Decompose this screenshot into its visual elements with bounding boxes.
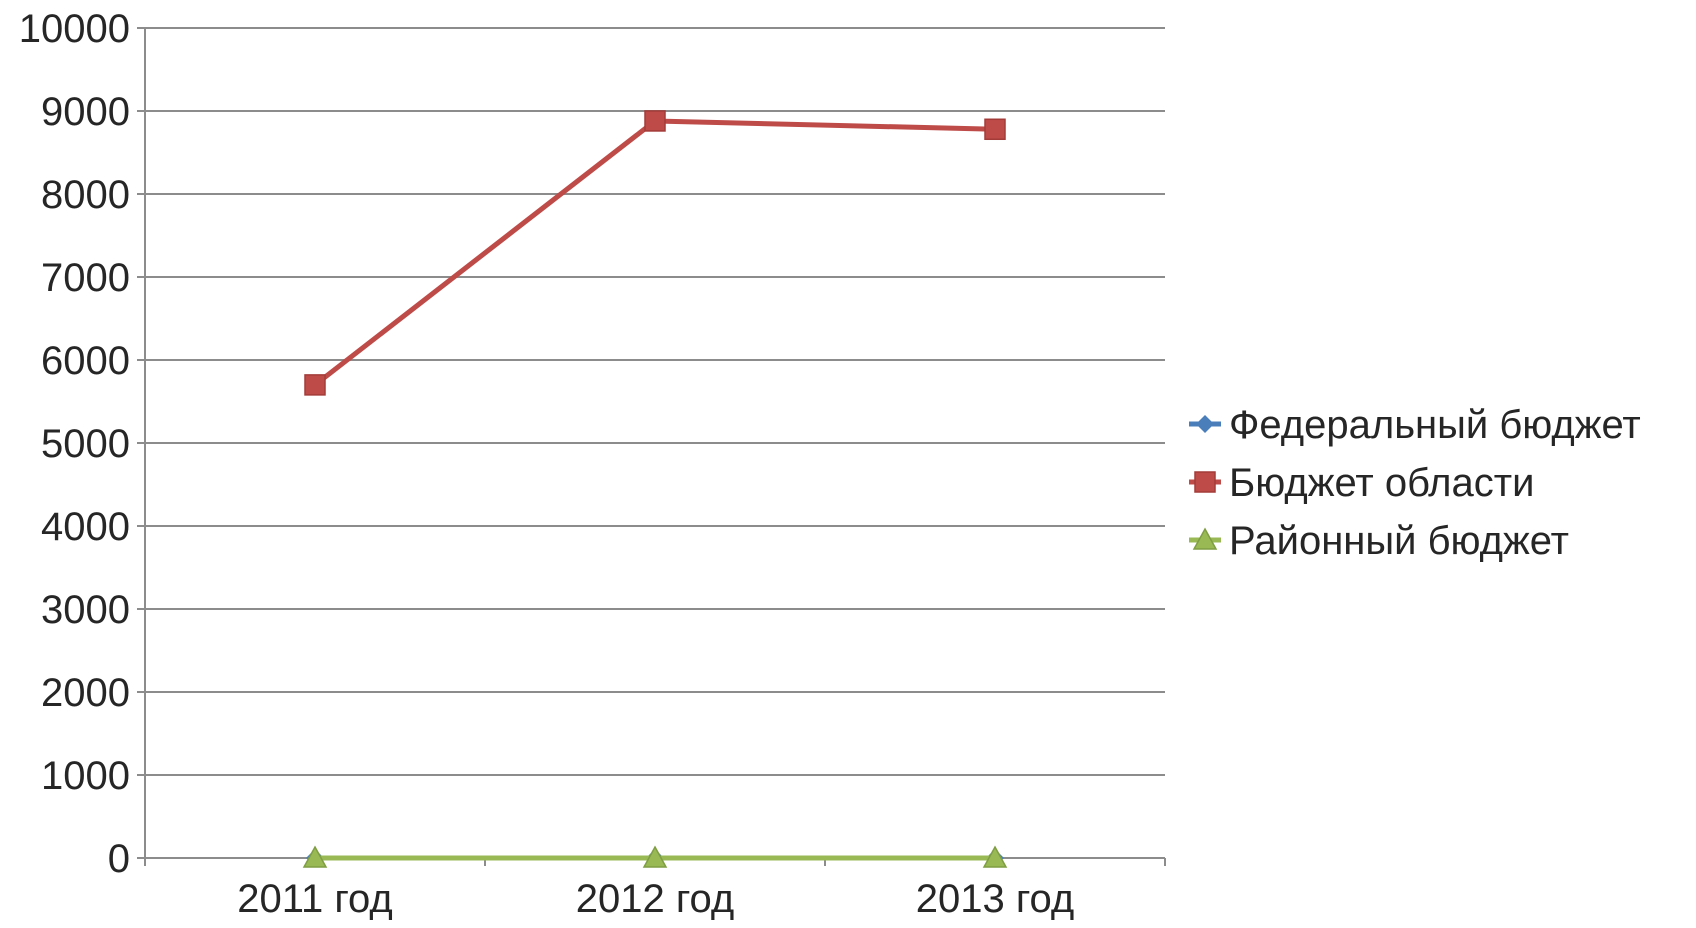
data-point-marker xyxy=(302,845,328,868)
legend-label: Бюджет области xyxy=(1229,461,1534,505)
x-tick-label: 2013 год xyxy=(916,877,1075,921)
legend-marker xyxy=(1192,527,1218,550)
y-tick-label: 4000 xyxy=(41,505,130,549)
data-point-marker xyxy=(304,374,326,396)
y-tick-label: 2000 xyxy=(41,671,130,715)
y-tick-label: 0 xyxy=(108,837,130,881)
y-axis-tick-labels: 0 1000 2000 3000 4000 5000 6000 7000 8000 9000 100… xyxy=(19,7,130,881)
y-tick-label: 7000 xyxy=(41,256,130,300)
series-3 xyxy=(302,845,1008,868)
series-line xyxy=(313,118,996,387)
gridlines xyxy=(145,27,1165,776)
legend: Федеральный бюджет Бюджет области Районный… xyxy=(1189,403,1641,563)
y-tick-label: 8000 xyxy=(41,173,130,217)
legend-item: Федеральный бюджет xyxy=(1189,403,1641,447)
x-tick-label: 2012 год xyxy=(576,877,735,921)
y-tick-label: 1000 xyxy=(41,754,130,798)
axes xyxy=(137,27,1166,866)
series-2 xyxy=(304,110,1006,396)
legend-marker xyxy=(1196,415,1214,433)
y-tick-label: 10000 xyxy=(19,7,130,51)
series-group xyxy=(302,110,1008,868)
legend-item: Районный бюджет xyxy=(1189,519,1569,563)
x-axis-tick-labels: 2011 год 2012 год 2013 год xyxy=(237,877,1074,921)
legend-label: Федеральный бюджет xyxy=(1229,403,1641,447)
data-point-marker xyxy=(642,845,668,868)
legend-label: Районный бюджет xyxy=(1229,519,1569,563)
x-tick-label: 2011 год xyxy=(237,877,393,921)
y-tick-label: 9000 xyxy=(41,90,130,134)
legend-item: Бюджет области xyxy=(1189,461,1534,505)
data-point-marker xyxy=(644,110,666,132)
y-tick-label: 6000 xyxy=(41,339,130,383)
data-point-marker xyxy=(984,118,1006,141)
legend-marker xyxy=(1194,471,1216,493)
data-point-marker xyxy=(982,845,1008,868)
y-tick-label: 5000 xyxy=(41,422,130,466)
y-tick-label: 3000 xyxy=(41,588,130,632)
